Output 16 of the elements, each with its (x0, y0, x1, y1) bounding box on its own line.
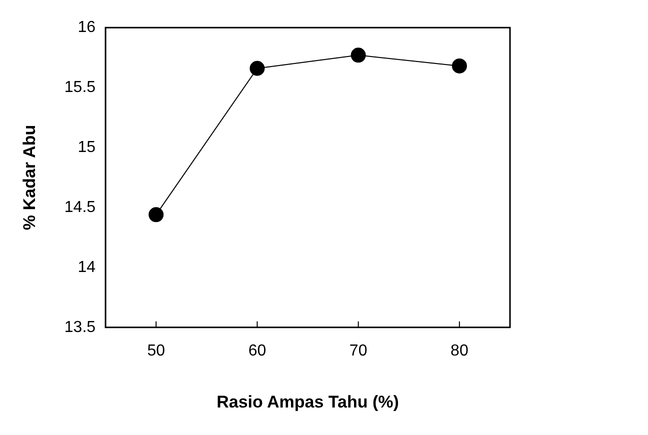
x-tick-label: 60 (248, 342, 266, 360)
point (452, 58, 467, 74)
x-axis-title: Rasio Ampas Tahu (%) (216, 392, 399, 412)
y-tick-label: 14 (78, 258, 96, 276)
y-tick-label: 14.5 (64, 198, 96, 216)
y-tick-label: 15.5 (64, 78, 96, 96)
point (250, 60, 265, 76)
point (350, 48, 366, 63)
x-tick-label: 70 (349, 342, 368, 360)
y-tick-label: 16 (78, 19, 96, 36)
y-tick-label: 13.5 (64, 318, 96, 336)
point (148, 207, 164, 222)
x-tick-label: 50 (147, 342, 166, 360)
x-tick-label: 80 (450, 342, 468, 360)
y-axis-title: % Kadar Abu (20, 124, 39, 230)
y-tick-label: 15 (78, 138, 96, 156)
